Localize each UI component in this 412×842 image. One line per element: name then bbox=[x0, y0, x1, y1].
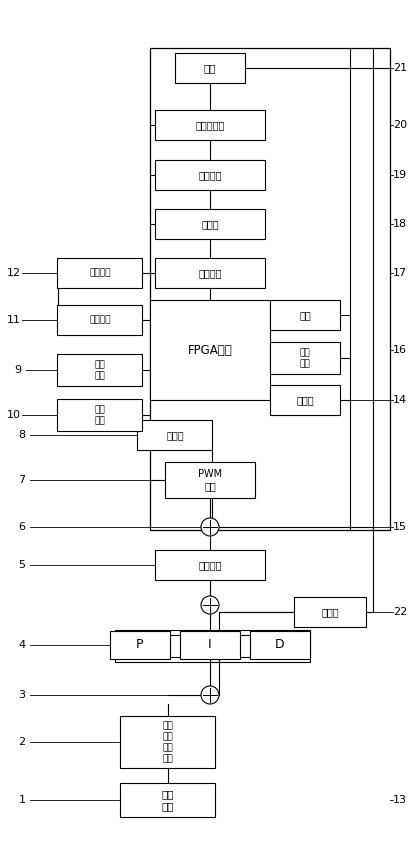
Text: PWM
调制: PWM 调制 bbox=[198, 469, 222, 491]
Text: 时钟
选择: 时钟 选择 bbox=[95, 360, 105, 380]
Bar bbox=[180, 631, 240, 659]
Text: 11: 11 bbox=[7, 315, 21, 325]
Bar bbox=[175, 53, 245, 83]
Text: 信号
输入: 信号 输入 bbox=[162, 789, 174, 811]
Text: 输出: 输出 bbox=[204, 63, 216, 73]
Bar bbox=[150, 300, 270, 400]
Text: 7: 7 bbox=[19, 475, 26, 485]
Bar bbox=[294, 597, 366, 627]
Text: 4: 4 bbox=[19, 640, 26, 650]
Bar bbox=[155, 550, 265, 580]
Circle shape bbox=[201, 686, 219, 704]
Text: I: I bbox=[208, 638, 212, 652]
Text: 2: 2 bbox=[19, 737, 26, 747]
Bar bbox=[155, 258, 265, 288]
Text: 6: 6 bbox=[19, 522, 26, 532]
Text: 19: 19 bbox=[393, 170, 407, 180]
Circle shape bbox=[201, 518, 219, 536]
Text: 正反馈: 正反馈 bbox=[296, 395, 314, 405]
Text: 14: 14 bbox=[393, 395, 407, 405]
Text: 三角波: 三角波 bbox=[166, 430, 184, 440]
Bar bbox=[120, 716, 215, 768]
Text: 复位: 复位 bbox=[299, 310, 311, 320]
Text: 12: 12 bbox=[7, 268, 21, 278]
Text: 主电路: 主电路 bbox=[201, 219, 219, 229]
Bar bbox=[250, 631, 310, 659]
Text: 8: 8 bbox=[19, 430, 26, 440]
Text: 3: 3 bbox=[19, 690, 26, 700]
Text: 9: 9 bbox=[14, 365, 21, 375]
Text: 过流保护: 过流保护 bbox=[89, 316, 111, 324]
Text: 20: 20 bbox=[393, 120, 407, 130]
Text: 15: 15 bbox=[393, 522, 407, 532]
Bar bbox=[270, 300, 340, 330]
Text: 21: 21 bbox=[393, 63, 407, 73]
Text: 输入滤波: 输入滤波 bbox=[198, 560, 222, 570]
Bar bbox=[58, 258, 143, 288]
Bar bbox=[270, 385, 340, 415]
Bar bbox=[155, 209, 265, 239]
Text: 10: 10 bbox=[7, 410, 21, 420]
Bar bbox=[165, 462, 255, 498]
Text: 滤波稳压: 滤波稳压 bbox=[198, 170, 222, 180]
Text: 13: 13 bbox=[393, 795, 407, 805]
Text: 5: 5 bbox=[19, 560, 26, 570]
Text: 正弦波比较: 正弦波比较 bbox=[195, 120, 225, 130]
Text: 输出
使能: 输出 使能 bbox=[300, 348, 310, 368]
Text: 负反馈: 负反馈 bbox=[321, 607, 339, 617]
Text: 外部
控制: 外部 控制 bbox=[95, 405, 105, 425]
Text: 1: 1 bbox=[19, 795, 26, 805]
Bar bbox=[58, 399, 143, 431]
Bar bbox=[115, 630, 310, 662]
Bar bbox=[120, 783, 215, 817]
Text: 22: 22 bbox=[393, 607, 407, 617]
Bar bbox=[58, 354, 143, 386]
Text: 17: 17 bbox=[393, 268, 407, 278]
Text: 电流监控: 电流监控 bbox=[89, 269, 111, 278]
Text: 18: 18 bbox=[393, 219, 407, 229]
Bar bbox=[150, 48, 390, 530]
Bar bbox=[58, 305, 143, 335]
Text: 16: 16 bbox=[393, 345, 407, 355]
Bar bbox=[110, 631, 170, 659]
Bar bbox=[155, 160, 265, 190]
Text: P: P bbox=[136, 638, 144, 652]
Bar bbox=[155, 110, 265, 140]
Text: FPGA整形: FPGA整形 bbox=[187, 344, 232, 356]
Text: D: D bbox=[275, 638, 285, 652]
Circle shape bbox=[201, 596, 219, 614]
Text: 逻辑驱动: 逻辑驱动 bbox=[198, 268, 222, 278]
Text: 放大
滤波
稳压
调节: 放大 滤波 稳压 调节 bbox=[163, 721, 173, 763]
Bar bbox=[270, 342, 340, 374]
Bar bbox=[138, 420, 213, 450]
